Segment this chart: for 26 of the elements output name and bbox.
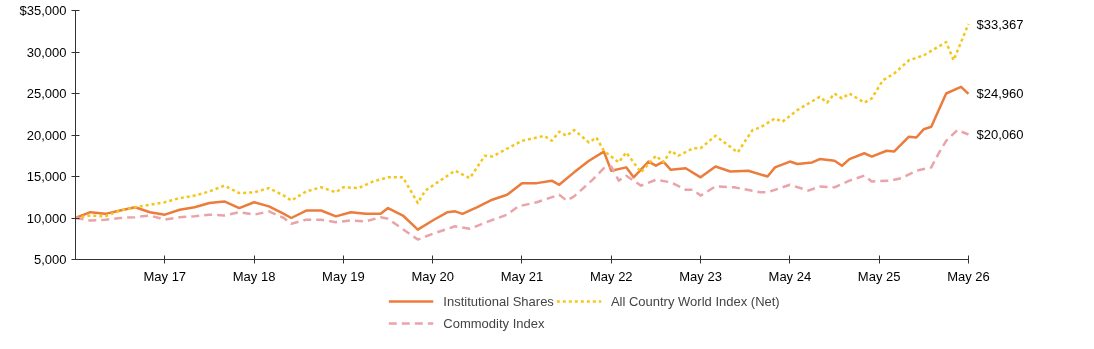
x-tick-label: May 19 [322, 268, 365, 284]
x-tick-label: May 17 [143, 268, 187, 284]
data-label: $20,060 [976, 127, 1024, 142]
data-label: $24,960 [976, 86, 1024, 102]
legend-label: Commodity Index [443, 315, 545, 331]
x-tick-label: May 18 [232, 268, 276, 284]
line-series [75, 22, 970, 220]
y-tick-label: 5,000 [33, 252, 67, 267]
x-tick-label: May 21 [500, 268, 544, 284]
x-tick-label: May 25 [857, 268, 901, 284]
y-tick-label: 15,000 [26, 169, 67, 184]
y-tick-label: 10,000 [26, 210, 67, 226]
y-tick-label: 20,000 [26, 127, 67, 143]
y-tick-label: 25,000 [26, 86, 67, 101]
x-tick-label: May 20 [411, 268, 455, 284]
legend-label: All Country World Index (Net) [610, 293, 780, 309]
line-series [75, 85, 970, 231]
y-tick-label: 30,000 [26, 44, 67, 60]
line-series [75, 128, 970, 241]
x-tick-label: May 24 [768, 268, 812, 284]
x-tick-label: May 23 [679, 268, 722, 284]
x-tick-label: May 26 [947, 268, 990, 284]
legend-label: Institutional Shares [443, 293, 554, 309]
y-tick-label: $35,000 [19, 3, 67, 18]
data-label: $33,367 [976, 16, 1024, 32]
x-tick-label: May 22 [589, 268, 633, 284]
